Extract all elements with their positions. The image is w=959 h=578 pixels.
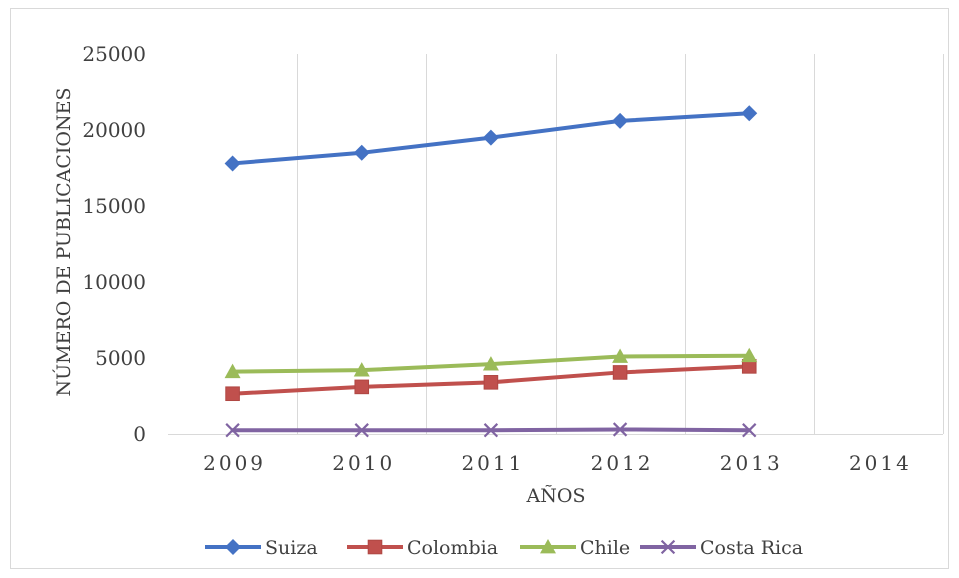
- data-point-chile: [612, 348, 629, 363]
- data-point-suiza: [353, 144, 370, 161]
- data-point-suiza: [741, 105, 758, 122]
- legend-label-suiza: Suiza: [265, 537, 318, 559]
- data-point-colombia: [225, 386, 240, 402]
- x-tick-label: 2009: [203, 451, 266, 475]
- data-point-costa-rica: [612, 422, 628, 437]
- legend-item-colombia: Colombia: [347, 537, 498, 559]
- legend-item-suiza: Suiza: [205, 537, 318, 559]
- data-point-chile: [224, 363, 241, 379]
- data-point-chile: [741, 347, 758, 363]
- series-layer: [224, 105, 758, 438]
- x-tick-label: 2011: [461, 451, 524, 475]
- y-tick-label: 5000: [95, 346, 146, 370]
- legend-marker-colombia: [367, 539, 383, 555]
- x-axis-title: AÑOS: [526, 484, 586, 507]
- x-tick-label: 2014: [849, 451, 912, 475]
- data-point-colombia: [612, 365, 628, 380]
- data-point-suiza: [612, 112, 629, 129]
- data-point-colombia: [354, 379, 370, 395]
- x-tick-label: 2012: [591, 451, 654, 475]
- legend-label-colombia: Colombia: [407, 537, 498, 559]
- legend-marker-costa-rica: [660, 539, 676, 555]
- data-point-costa-rica: [225, 423, 240, 438]
- x-tick-label: 2010: [332, 451, 395, 475]
- legend-item-costa-rica: Costa Rica: [640, 537, 803, 559]
- legend-marker-suiza: [225, 539, 241, 555]
- legend-item-chile: Chile: [520, 537, 630, 559]
- y-axis-title: NÚMERO DE PUBLICACIONES: [52, 88, 75, 397]
- legend-label-costa-rica: Costa Rica: [700, 537, 803, 559]
- series-colombia: [225, 359, 757, 402]
- data-point-costa-rica: [354, 423, 369, 438]
- data-point-chile: [482, 356, 499, 371]
- chart-frame: [10, 8, 949, 569]
- y-tick-label: 10000: [82, 270, 146, 294]
- legend-label-chile: Chile: [580, 537, 630, 559]
- data-point-suiza: [224, 155, 241, 172]
- legend: Suiza Colombia Chile Costa Rica: [205, 537, 803, 559]
- y-tick-label: 20000: [82, 118, 146, 142]
- y-tick-label: 15000: [82, 194, 146, 218]
- series-costa-rica: [225, 422, 757, 438]
- series-chile: [224, 347, 758, 379]
- legend-marker-chile: [540, 539, 556, 554]
- x-tick-label: 2013: [720, 451, 783, 475]
- y-tick-label: 0: [133, 422, 146, 446]
- data-point-suiza: [482, 129, 499, 146]
- y-axis-ticks: 0 5000 10000 15000 20000 25000: [82, 42, 146, 446]
- y-tick-label: 25000: [82, 42, 146, 66]
- data-point-chile: [353, 362, 370, 377]
- data-point-costa-rica: [742, 423, 757, 438]
- data-point-colombia: [483, 375, 499, 390]
- data-point-costa-rica: [483, 423, 499, 438]
- x-axis-ticks: 2009 2010 2011 2012 2013 2014: [203, 451, 912, 475]
- series-suiza: [224, 105, 758, 172]
